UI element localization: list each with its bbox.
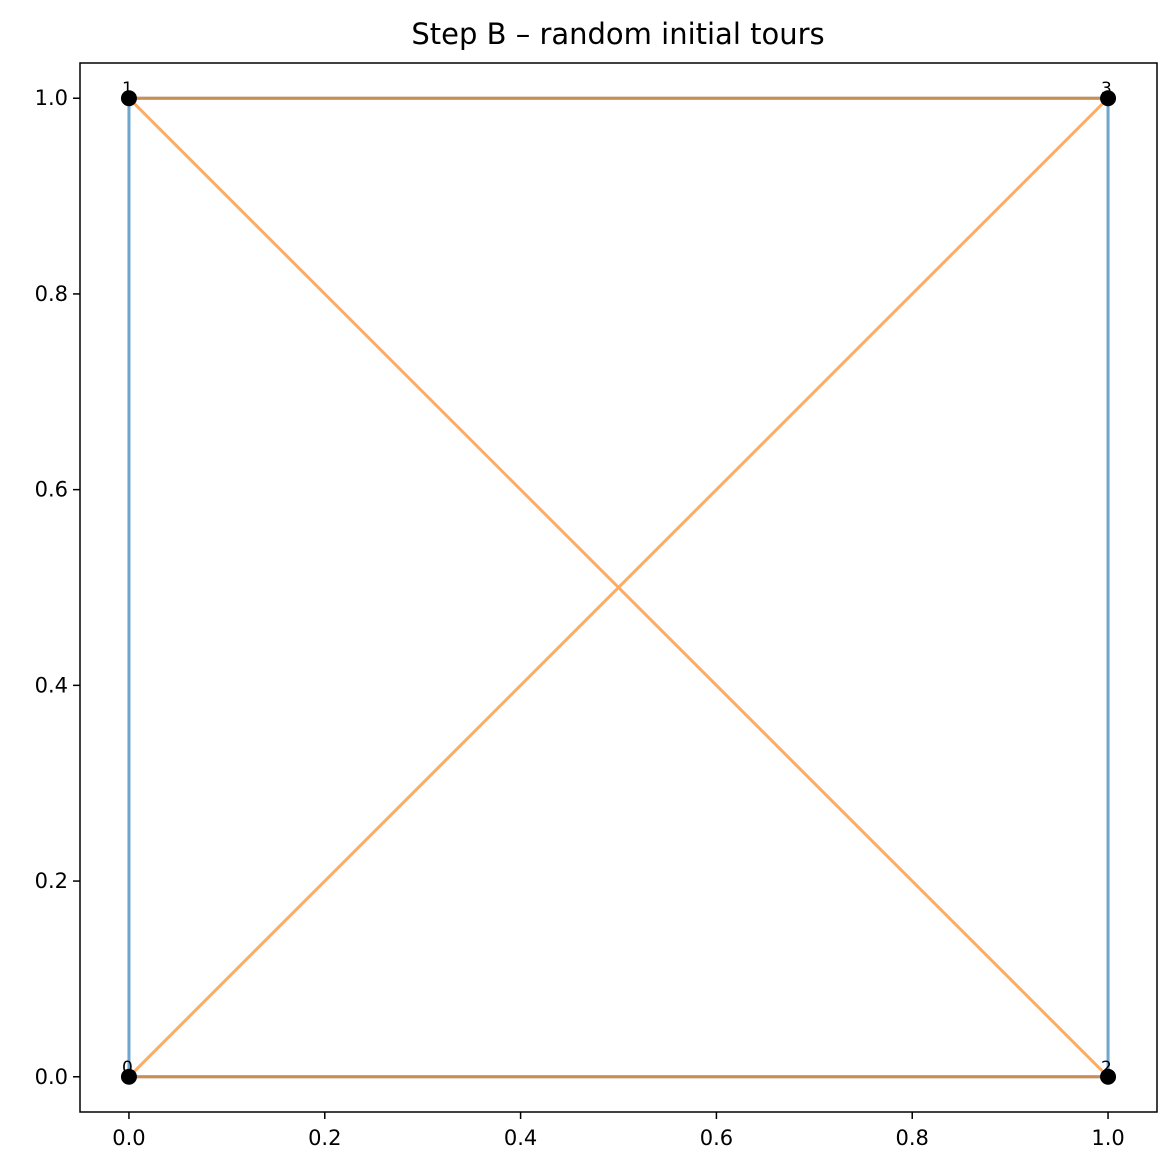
x-tick-label: 1.0 [1091, 1126, 1124, 1150]
y-tick-label: 1.0 [35, 86, 68, 110]
node-label-3: 3 [1101, 79, 1112, 99]
x-tick-label: 0.4 [504, 1126, 537, 1150]
tour-line-1 [127, 96, 1110, 1079]
x-tick-label: 0.6 [700, 1126, 733, 1150]
y-tick-label: 0.6 [35, 478, 68, 502]
node-label-1: 1 [122, 79, 133, 99]
node-point-1 [120, 90, 137, 107]
node-point-0 [120, 1068, 137, 1085]
axis-ticks: 0.0 0.2 0.4 0.6 0.8 1.0 0.0 0.2 0.4 0.6 0.8 1.0 [35, 86, 1125, 1150]
chart-title: Step B – random initial tours [411, 17, 824, 51]
y-tick-label: 0.0 [35, 1065, 68, 1089]
node-point-2 [1100, 1068, 1117, 1085]
x-tick-label: 0.2 [308, 1126, 341, 1150]
node-label-0: 0 [122, 1058, 133, 1078]
y-tick-label: 0.2 [35, 869, 68, 893]
node-label-2: 2 [1101, 1058, 1112, 1078]
y-tick-label: 0.8 [35, 282, 68, 306]
plot-area: 0 1 2 3 [120, 79, 1117, 1085]
y-tick-label: 0.4 [35, 673, 68, 697]
x-tick-label: 0.0 [112, 1126, 145, 1150]
node-point-3 [1100, 90, 1117, 107]
axes-frame [79, 62, 1158, 1113]
x-tick-label: 0.8 [896, 1126, 929, 1150]
